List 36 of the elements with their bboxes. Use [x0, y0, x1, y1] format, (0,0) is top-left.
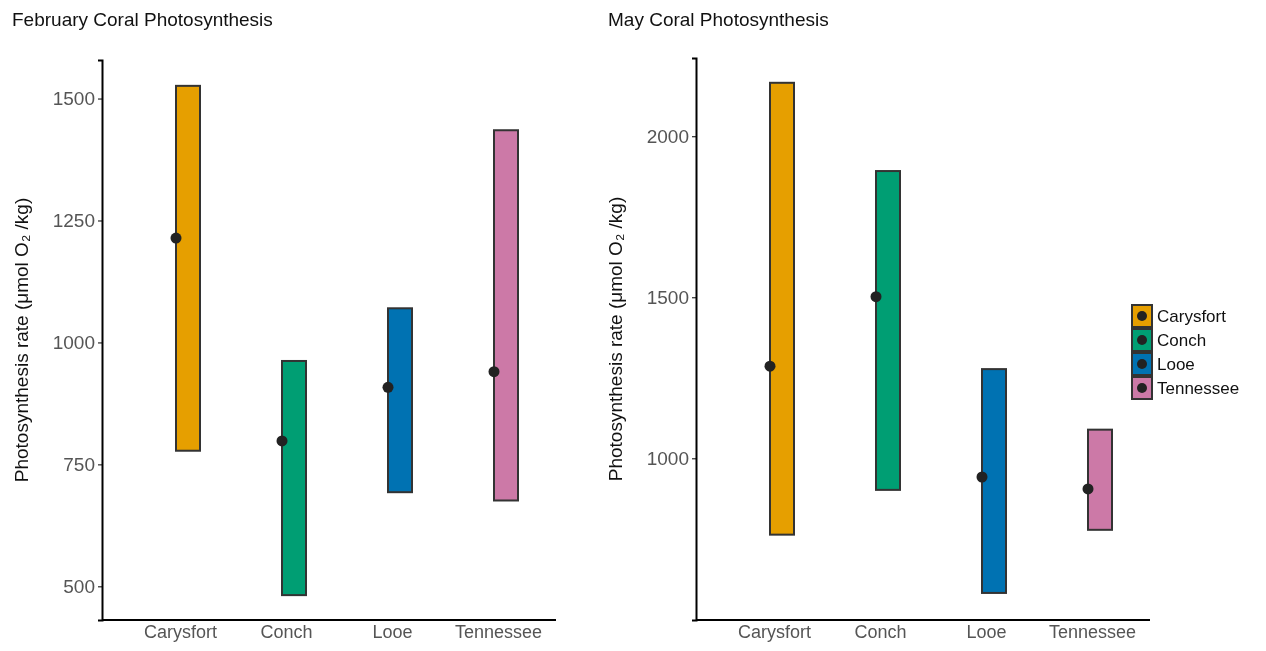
y-tick-label: 500: [63, 575, 95, 597]
legend-label: Tennessee: [1157, 379, 1240, 398]
point: [382, 381, 394, 393]
x-tick-label: Tennessee: [454, 622, 543, 643]
y-tick-label: 750: [63, 453, 95, 475]
x-tick-label: Tennessee: [1048, 622, 1137, 643]
point: [488, 366, 500, 378]
y-tick-label: 1500: [646, 286, 689, 308]
x-tick-label: Looe: [966, 622, 1007, 643]
point: [976, 471, 988, 483]
y-tick-label: 1500: [52, 88, 95, 110]
y-axis-title: Photosynthesis rate (μmol O₂ /kg): [605, 196, 626, 482]
point: [764, 360, 776, 372]
bar: [175, 84, 201, 452]
legend-label: Looe: [1157, 355, 1195, 374]
chart-title: May Coral Photosynthesis: [608, 9, 829, 30]
legend-label: Carysfort: [1157, 307, 1227, 326]
bar: [281, 359, 307, 597]
y-axis-title: Photosynthesis rate (μmol O₂ /kg): [11, 197, 32, 483]
y-tick-label: 2000: [646, 125, 689, 147]
x-tick-label: Conch: [854, 622, 907, 643]
x-tick-label: Carysfort: [143, 622, 218, 643]
point: [870, 291, 882, 303]
point: [276, 435, 288, 447]
x-tick-label: Looe: [372, 622, 413, 643]
x-tick-label: Carysfort: [737, 622, 812, 643]
y-tick-label: 1000: [646, 447, 689, 469]
chart-title: February Coral Photosynthesis: [12, 9, 273, 30]
bar: [387, 307, 413, 494]
legend-label: Conch: [1157, 331, 1207, 350]
bar: [493, 129, 519, 502]
x-tick-label: Conch: [260, 622, 313, 643]
point: [1082, 483, 1094, 495]
point: [170, 232, 182, 244]
y-tick-label: 1000: [52, 332, 95, 354]
y-tick-label: 1250: [52, 210, 95, 232]
